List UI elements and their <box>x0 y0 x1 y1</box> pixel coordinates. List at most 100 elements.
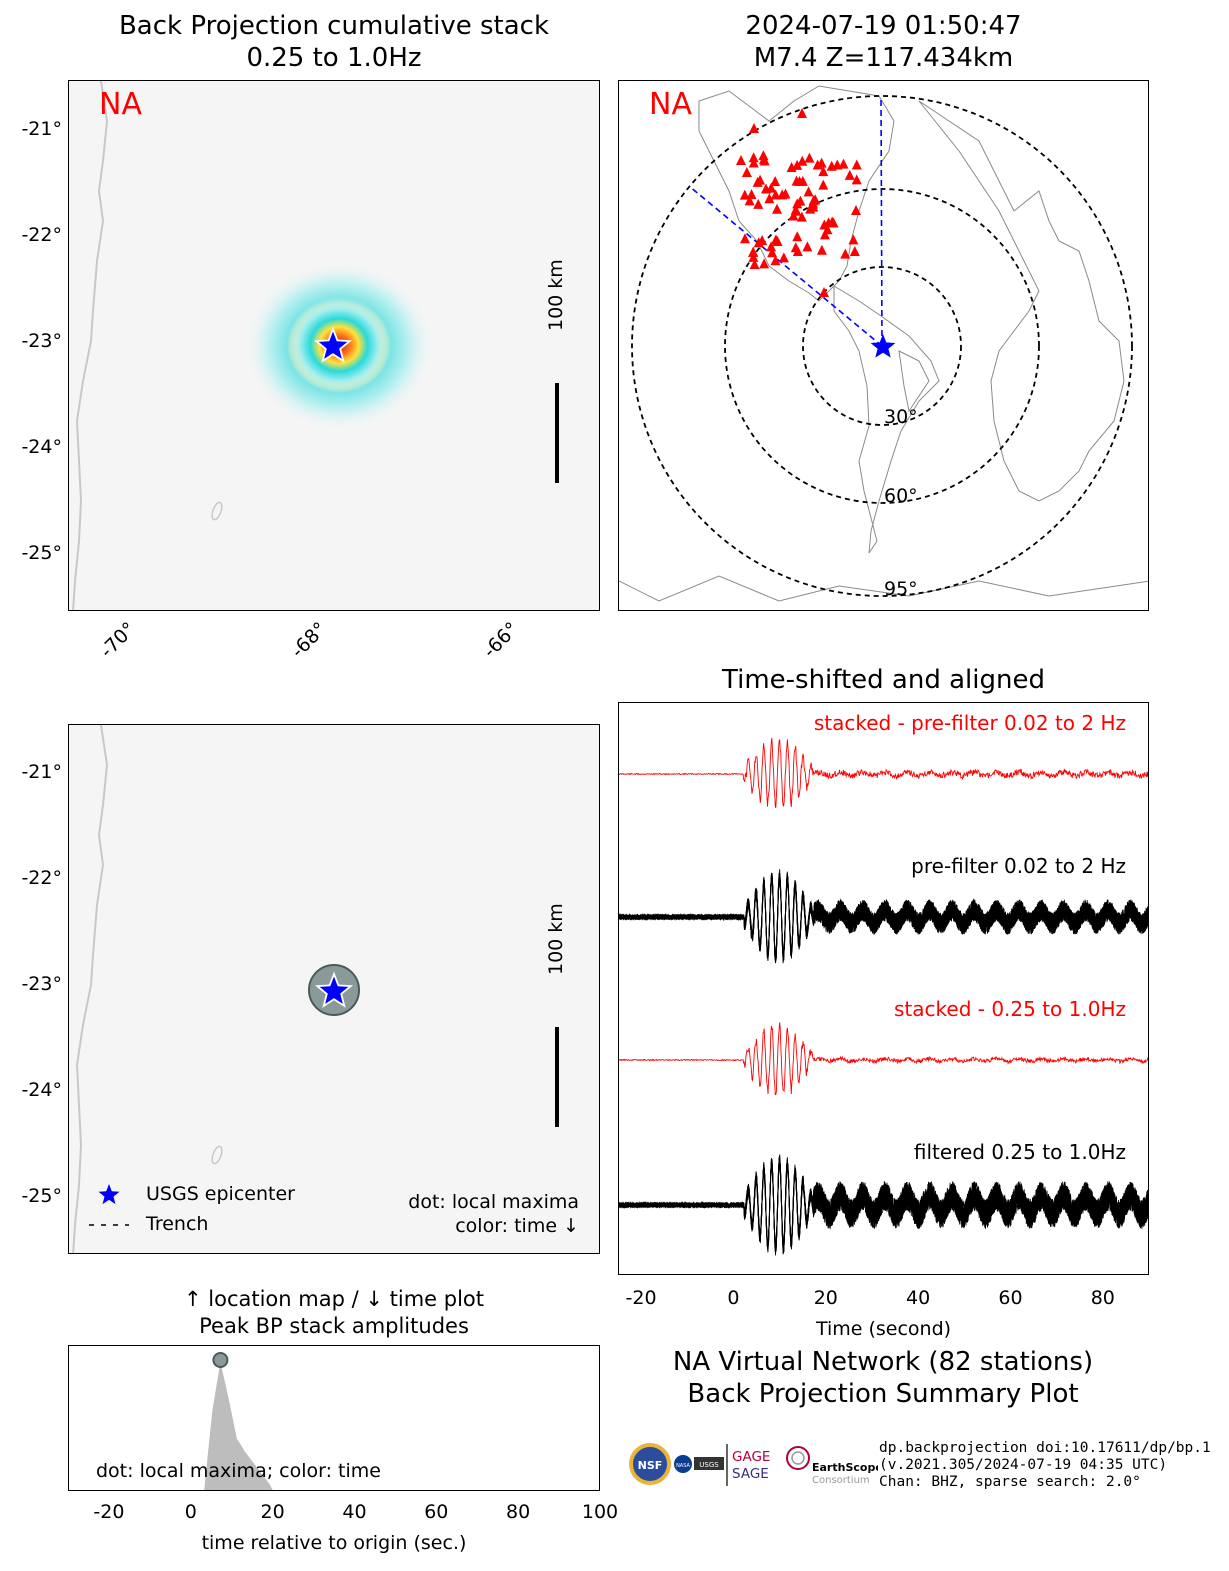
lat-tick: -25° <box>21 542 62 564</box>
nasa-logo-icon <box>674 1455 692 1473</box>
waveform-svg <box>619 738 1148 1256</box>
lat-tick: -24° <box>21 1079 62 1101</box>
station-triangle-icon <box>803 186 814 197</box>
scale-bar-label: 100 km <box>545 903 567 975</box>
trace-label-prefilter: pre-filter 0.02 to 2 Hz <box>911 854 1126 878</box>
lake-outline <box>211 1145 223 1165</box>
maxima-note-line2: color: time ↓ <box>455 1215 579 1237</box>
lat-tick: -25° <box>21 1185 62 1207</box>
peak-maximum-dot <box>212 1352 229 1368</box>
epicenter-star-icon <box>314 971 354 1008</box>
credit-line1: dp.backprojection doi:10.17611/dp/bp.1 <box>879 1440 1211 1456</box>
bp-stack-map-svg <box>72 81 559 610</box>
station-triangle-icon <box>739 233 750 244</box>
station-triangle-icon <box>823 217 834 228</box>
station-triangle-icon <box>818 166 829 177</box>
peak-title-line1: ↑ location map / ↓ time plot <box>184 1287 484 1311</box>
credit-line3: Chan: BHZ, sparse search: 2.0° <box>879 1474 1141 1490</box>
earthscope-logo-icon <box>786 1446 810 1470</box>
peak-amplitude-plot[interactable]: dot: local maxima; color: time <box>68 1345 600 1491</box>
station-triangle-icon <box>770 255 781 266</box>
station-triangle-icon <box>760 183 771 194</box>
station-map-svg <box>619 85 1148 602</box>
station-triangle-icon <box>844 169 855 180</box>
peak-x-tick-label: 80 <box>506 1501 531 1523</box>
station-triangle-icon <box>848 234 859 245</box>
waveform-x-tick-label: 20 <box>813 1287 838 1309</box>
ring-label-30: 30° <box>884 406 918 428</box>
distance-ring-95 <box>631 95 1133 597</box>
station-triangle-icon <box>759 258 770 269</box>
station-triangle-icon <box>792 231 803 242</box>
station-triangle-icon <box>770 189 781 200</box>
bp-stack-map[interactable]: NA 100 km <box>68 80 600 611</box>
peak-amplitude-svg <box>204 1352 273 1490</box>
station-triangle-icon <box>767 247 778 258</box>
station-triangle-icon <box>795 195 806 206</box>
array-azimuth-line-north <box>880 95 883 347</box>
usgs-logo-text: USGS <box>699 1461 719 1469</box>
epicenter-star-icon <box>313 326 353 363</box>
station-triangle-icon <box>788 210 799 221</box>
peak-x-tick-label: 100 <box>581 1501 619 1523</box>
station-triangle-icon <box>777 189 788 200</box>
array-azimuth-line-northwest <box>688 185 883 347</box>
peak-x-tick-label: 20 <box>260 1501 285 1523</box>
station-triangle-icon <box>749 123 759 133</box>
nsf-logo-icon <box>629 1443 671 1485</box>
peak-amplitude-envelope <box>204 1362 273 1490</box>
coastline-shape <box>72 81 109 610</box>
station-triangle-icon <box>804 152 815 163</box>
waveform-x-tick-label: 80 <box>1090 1287 1115 1309</box>
filtered-station-trace <box>619 1157 1148 1254</box>
station-map[interactable]: NA 30° 60° 95° <box>618 80 1149 611</box>
station-triangle-icon <box>792 245 803 256</box>
network-label: NA <box>99 87 142 122</box>
station-triangle-icon <box>741 166 752 177</box>
waveform-plot[interactable]: stacked - pre-filter 0.02 to 2 Hz pre-fi… <box>618 702 1149 1275</box>
station-triangle-icon <box>851 205 861 215</box>
station-triangle-icon <box>812 159 823 170</box>
lat-tick: -24° <box>21 436 62 458</box>
lat-tick: -23° <box>21 973 62 995</box>
nasa-logo-text: NASA <box>676 1463 690 1469</box>
continent-outlines <box>619 85 1148 602</box>
peak-x-tick-label: -20 <box>93 1501 125 1523</box>
sage-logo-text: SAGE <box>732 1466 769 1482</box>
maxima-note-line1: dot: local maxima <box>408 1191 579 1213</box>
waveform-x-tick-label: 60 <box>998 1287 1023 1309</box>
station-triangle-icon <box>832 159 843 170</box>
event-datetime: 2024-07-19 01:50:47 <box>745 11 1022 41</box>
station-triangle-icon <box>753 237 764 248</box>
trace-label-filtered: filtered 0.25 to 1.0Hz <box>913 1140 1126 1164</box>
stacked-prefilter-trace <box>619 738 1148 809</box>
station-triangle-icon <box>766 241 777 252</box>
station-triangle-icon <box>770 176 781 187</box>
prefilter-station-trace <box>619 872 1148 959</box>
station-triangle-icon <box>851 159 862 170</box>
ring-label-60: 60° <box>884 485 918 507</box>
lon-tick: -68° <box>286 618 332 663</box>
station-triangle-icon <box>819 287 829 297</box>
station-triangle-icon <box>758 150 769 161</box>
scale-bar-label: 100 km <box>545 259 567 331</box>
station-triangle-icon <box>749 258 760 269</box>
station-triangle-icon <box>819 229 830 240</box>
lat-tick: -22° <box>21 867 62 889</box>
local-maxima-map[interactable]: 100 km USGS epicenter Trench dot: local … <box>68 724 600 1254</box>
bp-stack-title-line1: Back Projection cumulative stack <box>118 11 550 41</box>
station-triangle-icon <box>771 203 782 214</box>
station-triangle-icon <box>822 224 833 235</box>
station-triangle-icon <box>797 155 808 166</box>
station-triangle-icon <box>778 252 789 263</box>
peak-title-line2: Peak BP stack amplitudes <box>199 1314 469 1338</box>
earthscope-logo-inner-icon <box>791 1451 805 1465</box>
summary-line1: NA Virtual Network (82 stations) <box>672 1347 1094 1377</box>
nsf-logo-text: NSF <box>638 1459 663 1472</box>
peak-note: dot: local maxima; color: time <box>96 1460 381 1482</box>
station-triangle-icon <box>739 189 750 200</box>
waveform-x-tick-label: 0 <box>727 1287 740 1309</box>
station-triangle-icon <box>794 175 805 186</box>
local-maxima-map-svg <box>72 725 559 1253</box>
station-triangle-icon <box>808 201 819 212</box>
